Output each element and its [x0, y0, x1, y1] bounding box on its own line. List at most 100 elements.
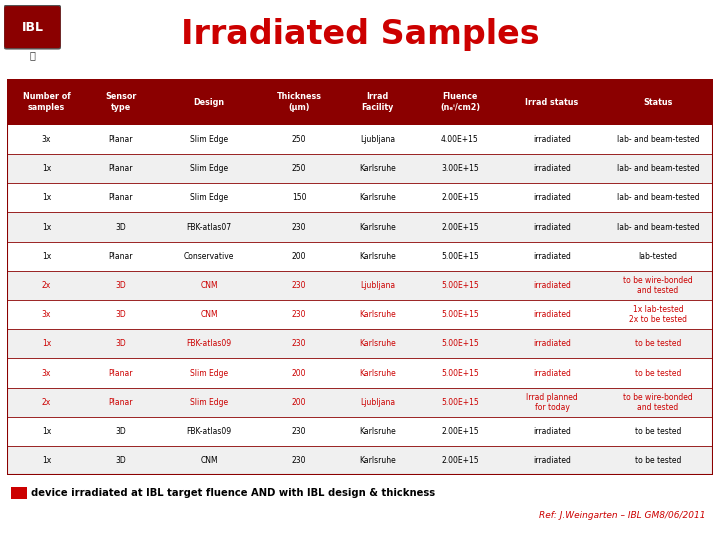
Bar	[7, 446, 713, 475]
Text: 3x: 3x	[42, 368, 51, 377]
Text: Planar: Planar	[109, 398, 133, 407]
Text: Thickness
(μm): Thickness (μm)	[276, 92, 322, 112]
Text: FBK-atlas07: FBK-atlas07	[186, 222, 232, 232]
Text: Planar: Planar	[109, 252, 133, 261]
Text: irradiated: irradiated	[533, 135, 571, 144]
Text: irradiated: irradiated	[533, 368, 571, 377]
Text: 230: 230	[292, 427, 307, 436]
Text: Status: Status	[643, 98, 672, 106]
Text: irradiated: irradiated	[533, 222, 571, 232]
Text: 1x: 1x	[42, 427, 51, 436]
Text: 2x: 2x	[42, 281, 51, 290]
Text: 5.00E+15: 5.00E+15	[441, 368, 479, 377]
Text: 150: 150	[292, 193, 307, 202]
Text: CNM: CNM	[200, 281, 218, 290]
Text: 1x lab-tested
2x to be tested: 1x lab-tested 2x to be tested	[629, 305, 687, 325]
Text: 5.00E+15: 5.00E+15	[441, 281, 479, 290]
Text: 3x: 3x	[42, 310, 51, 319]
Text: Karlsruhe: Karlsruhe	[359, 427, 396, 436]
Text: 2x: 2x	[42, 398, 51, 407]
Text: Ljubljana: Ljubljana	[360, 135, 395, 144]
Text: 3.00E+15: 3.00E+15	[441, 164, 479, 173]
Text: irradiated: irradiated	[533, 456, 571, 465]
Text: Towards Sensor Decision for ATLAS IBL: Towards Sensor Decision for ATLAS IBL	[292, 522, 428, 528]
Text: Planar: Planar	[109, 164, 133, 173]
Text: Irrad status: Irrad status	[526, 98, 579, 106]
Text: 230: 230	[292, 222, 307, 232]
Text: lab- and beam-tested: lab- and beam-tested	[616, 222, 699, 232]
Text: 3D: 3D	[115, 222, 126, 232]
Text: irradiated: irradiated	[533, 281, 571, 290]
Text: Planar: Planar	[109, 135, 133, 144]
Text: 2.00E+15: 2.00E+15	[441, 222, 479, 232]
Text: Slim Edge: Slim Edge	[190, 368, 228, 377]
Text: lab- and beam-tested: lab- and beam-tested	[616, 193, 699, 202]
Text: to be tested: to be tested	[635, 368, 681, 377]
Text: Karlsruhe: Karlsruhe	[359, 222, 396, 232]
Bar	[7, 271, 713, 300]
Bar	[7, 183, 713, 212]
Text: 5.00E+15: 5.00E+15	[441, 310, 479, 319]
Text: Slim Edge: Slim Edge	[190, 193, 228, 202]
FancyBboxPatch shape	[4, 5, 61, 49]
Text: irradiated: irradiated	[533, 252, 571, 261]
Text: irradiated: irradiated	[533, 310, 571, 319]
Text: 5.00E+15: 5.00E+15	[441, 339, 479, 348]
Text: to be tested: to be tested	[635, 427, 681, 436]
Text: 3D: 3D	[115, 281, 126, 290]
Text: irradiated: irradiated	[533, 193, 571, 202]
Text: 200: 200	[292, 368, 307, 377]
Text: 4.00E+15: 4.00E+15	[441, 135, 479, 144]
Text: 3D: 3D	[115, 310, 126, 319]
Text: Ljubljana: Ljubljana	[360, 398, 395, 407]
Text: 250: 250	[292, 135, 307, 144]
Text: 3D: 3D	[115, 427, 126, 436]
Text: Irradiated Samples: Irradiated Samples	[181, 18, 539, 51]
Text: 3D: 3D	[115, 456, 126, 465]
Text: 230: 230	[292, 456, 307, 465]
Text: device irradiated at IBL target fluence AND with IBL design & thickness: device irradiated at IBL target fluence …	[31, 488, 435, 498]
Text: Number of
samples: Number of samples	[22, 92, 71, 112]
Text: 230: 230	[292, 339, 307, 348]
Text: Planar: Planar	[109, 368, 133, 377]
Bar	[7, 388, 713, 417]
Text: G. Darbo – IN FN / Genova: G. Darbo – IN FN / Genova	[7, 522, 99, 528]
Text: LHCC Upgrade session, 14 June 2011  9: LHCC Upgrade session, 14 June 2011 9	[574, 522, 713, 528]
Text: 200: 200	[292, 398, 307, 407]
Text: Conservative: Conservative	[184, 252, 234, 261]
Text: Karlsruhe: Karlsruhe	[359, 456, 396, 465]
Text: Planar: Planar	[109, 193, 133, 202]
Text: 1x: 1x	[42, 193, 51, 202]
Text: Slim Edge: Slim Edge	[190, 164, 228, 173]
Text: 250: 250	[292, 164, 307, 173]
Text: 230: 230	[292, 281, 307, 290]
Text: Karlsruhe: Karlsruhe	[359, 310, 396, 319]
Text: Karlsruhe: Karlsruhe	[359, 193, 396, 202]
Text: irradiated: irradiated	[533, 339, 571, 348]
Text: Karlsruhe: Karlsruhe	[359, 339, 396, 348]
Text: to be wire-bonded
and tested: to be wire-bonded and tested	[623, 276, 693, 295]
Text: lab- and beam-tested: lab- and beam-tested	[616, 164, 699, 173]
Bar	[7, 154, 713, 183]
Text: 1x: 1x	[42, 339, 51, 348]
Text: 200: 200	[292, 252, 307, 261]
Text: 5.00E+15: 5.00E+15	[441, 398, 479, 407]
Text: Irrad
Facility: Irrad Facility	[361, 92, 394, 112]
Text: Ljubljana: Ljubljana	[360, 281, 395, 290]
Text: to be tested: to be tested	[635, 339, 681, 348]
Text: Karlsruhe: Karlsruhe	[359, 368, 396, 377]
Text: 3D: 3D	[115, 339, 126, 348]
Bar	[7, 329, 713, 359]
Text: to be wire-bonded
and tested: to be wire-bonded and tested	[623, 393, 693, 412]
Text: 1x: 1x	[42, 222, 51, 232]
Text: FBK-atlas09: FBK-atlas09	[186, 427, 232, 436]
Text: 5.00E+15: 5.00E+15	[441, 252, 479, 261]
Text: 1x: 1x	[42, 456, 51, 465]
Bar	[7, 417, 713, 446]
Text: Sensor
type: Sensor type	[105, 92, 137, 112]
Text: lab-tested: lab-tested	[639, 252, 678, 261]
Bar	[11, 487, 27, 499]
Text: Slim Edge: Slim Edge	[190, 398, 228, 407]
Bar	[7, 79, 713, 125]
Bar	[7, 300, 713, 329]
